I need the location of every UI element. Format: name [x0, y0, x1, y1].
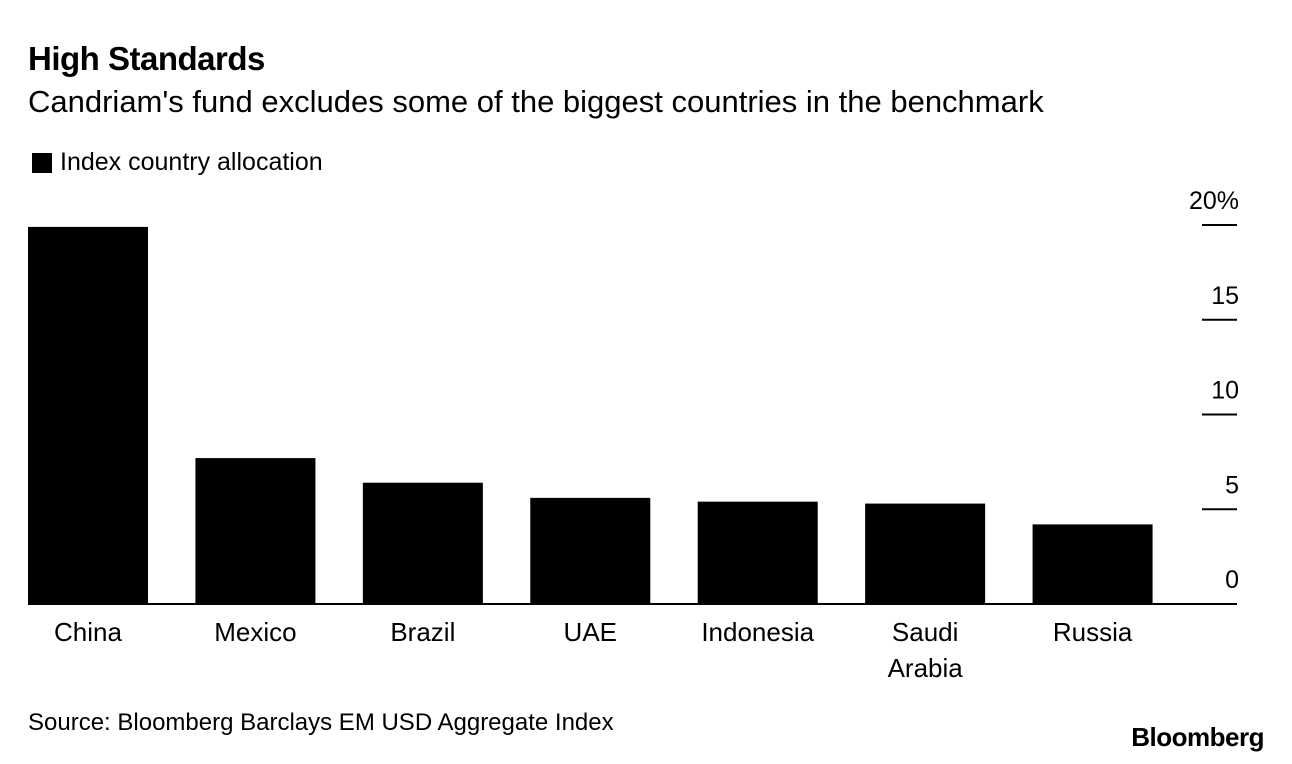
- source-note: Source: Bloomberg Barclays EM USD Aggreg…: [28, 709, 614, 736]
- x-tick-label: Indonesia: [701, 617, 814, 647]
- bar-indonesia: [697, 501, 818, 604]
- y-tick-label: 0: [1225, 566, 1239, 594]
- brand-logo: Bloomberg: [1131, 722, 1264, 752]
- bar-mexico: [195, 458, 316, 604]
- bar-china: [28, 226, 148, 604]
- x-tick-label: Saudi: [892, 617, 959, 647]
- y-tick-label: 10: [1211, 377, 1239, 405]
- bar-saudi-arabia: [865, 503, 986, 604]
- bar-chart: 0 5 10 15 20% China Mexico Brazil UAE Indonesia Sa…: [28, 187, 1239, 683]
- legend: Index country allocation: [32, 148, 323, 177]
- y-tick-label: 5: [1225, 471, 1239, 499]
- bar-uae: [530, 497, 651, 604]
- x-tick-label: Brazil: [390, 617, 455, 647]
- x-tick-label: Arabia: [888, 653, 964, 683]
- chart-subtitle: Candriam's fund excludes some of the big…: [28, 84, 1044, 119]
- legend-label: Index country allocation: [60, 148, 323, 176]
- legend-swatch: [32, 152, 52, 173]
- x-tick-label: Russia: [1053, 617, 1133, 647]
- x-tick-label: China: [54, 617, 122, 647]
- y-tick-label: 20%: [1189, 187, 1239, 215]
- x-tick-label: UAE: [564, 617, 617, 647]
- bar-brazil: [362, 482, 483, 604]
- bar-russia: [1032, 524, 1153, 604]
- chart-title: High Standards: [28, 40, 265, 77]
- x-tick-label: Mexico: [214, 617, 296, 647]
- y-tick-label: 15: [1211, 282, 1239, 310]
